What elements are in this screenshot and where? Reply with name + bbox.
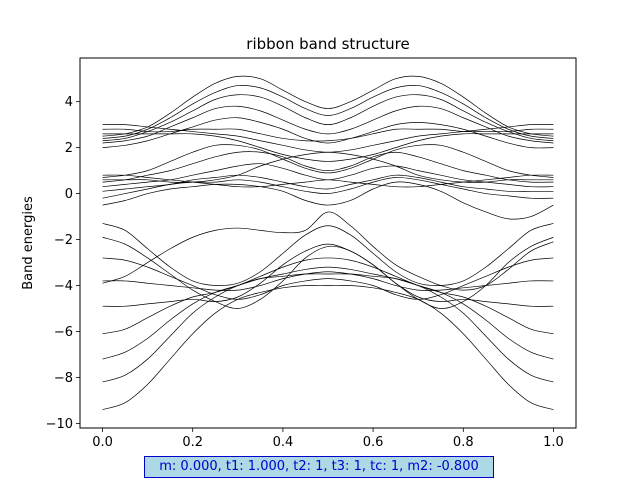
- y-tick-label: −2: [54, 233, 73, 248]
- band-line-22: [102, 84, 554, 139]
- x-tick-label: 0.4: [273, 435, 294, 450]
- band-line-11: [102, 181, 554, 220]
- plot-frame: [79, 57, 577, 429]
- band-line-25: [102, 128, 554, 142]
- band-line-20: [102, 105, 554, 144]
- y-tick-label: −10: [46, 417, 73, 432]
- band-line-21: [102, 94, 554, 142]
- band-line-17: [102, 174, 554, 188]
- x-tick-label: 1.0: [543, 435, 564, 450]
- band-line-6: [102, 271, 554, 291]
- y-tick-label: 4: [65, 95, 73, 110]
- y-axis-label: Band energies: [21, 196, 36, 290]
- band-line-4: [102, 257, 554, 335]
- x-axis-ticks: 0.0 0.2 0.4 0.6 0.8 1.0: [92, 428, 564, 450]
- band-line-8: [102, 236, 554, 309]
- x-tick-label: 0.6: [363, 435, 384, 450]
- chart-title: ribbon band structure: [246, 35, 409, 53]
- band-line-1: [102, 284, 554, 410]
- band-line-24: [102, 124, 554, 153]
- band-line-13: [102, 174, 554, 192]
- band-lines: [102, 75, 554, 410]
- y-tick-label: −4: [54, 279, 73, 294]
- y-tick-label: 2: [65, 141, 73, 156]
- band-line-10: [102, 211, 554, 291]
- band-line-26: [102, 133, 554, 162]
- band-line-2: [102, 273, 554, 383]
- x-tick-label: 0.2: [182, 435, 203, 450]
- band-line-23: [102, 75, 554, 137]
- band-line-16: [102, 144, 554, 178]
- y-tick-label: −6: [54, 325, 73, 340]
- band-line-3: [102, 266, 554, 360]
- x-tick-label: 0.8: [453, 435, 474, 450]
- y-tick-label: −8: [54, 371, 73, 386]
- band-line-15: [102, 151, 554, 183]
- parameter-readout-box: m: 0.000, t1: 1.000, t2: 1, t3: 1, tc: 1…: [144, 456, 494, 478]
- band-line-9: [102, 223, 554, 286]
- y-tick-label: 0: [65, 187, 73, 202]
- band-line-5: [102, 243, 554, 307]
- y-axis-ticks: −10 −8 −6 −4 −2 0 2 4: [46, 95, 80, 432]
- x-tick-label: 0.0: [92, 435, 113, 450]
